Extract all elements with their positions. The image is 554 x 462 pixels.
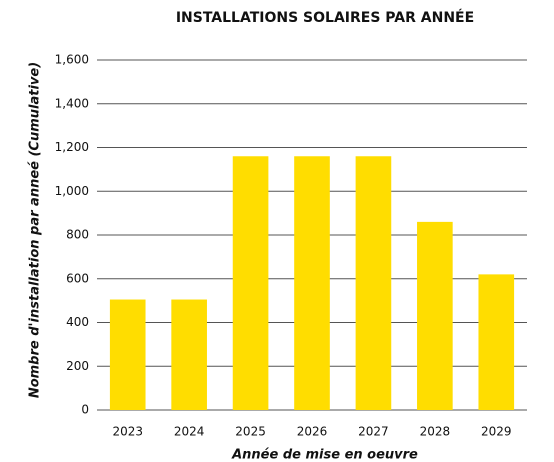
- y-tick-label: 1,000: [55, 184, 89, 198]
- bar: [171, 299, 207, 410]
- y-tick-label: 1,400: [55, 96, 89, 110]
- x-axis-title: Année de mise en oeuvre: [231, 448, 418, 462]
- bar: [355, 156, 392, 410]
- y-axis-title: Nombre d'installation par anneé (Cumulat…: [28, 62, 43, 398]
- y-tick-label: 1,200: [55, 140, 89, 154]
- x-tick-label: 2025: [235, 425, 266, 439]
- y-tick-label: 200: [66, 359, 89, 373]
- y-tick-label: 400: [66, 315, 89, 329]
- bar: [478, 274, 515, 410]
- bar: [232, 156, 269, 410]
- x-tick-label: 2026: [297, 425, 328, 439]
- bar: [417, 221, 453, 410]
- x-tick-label: 2023: [112, 425, 143, 439]
- x-tick-label: 2027: [358, 425, 389, 439]
- chart-title: INSTALLATIONS SOLAIRES PAR ANNÉE: [176, 9, 474, 26]
- x-tick-label: 2029: [481, 425, 512, 439]
- bar: [109, 299, 146, 410]
- y-tick-label: 600: [66, 271, 89, 285]
- y-tick-label: 1,600: [55, 53, 89, 67]
- y-tick-label: 800: [66, 228, 89, 242]
- y-tick-label: 0: [81, 403, 89, 417]
- x-tick-label: 2024: [174, 425, 205, 439]
- bar: [294, 156, 330, 410]
- x-tick-label: 2028: [420, 425, 451, 439]
